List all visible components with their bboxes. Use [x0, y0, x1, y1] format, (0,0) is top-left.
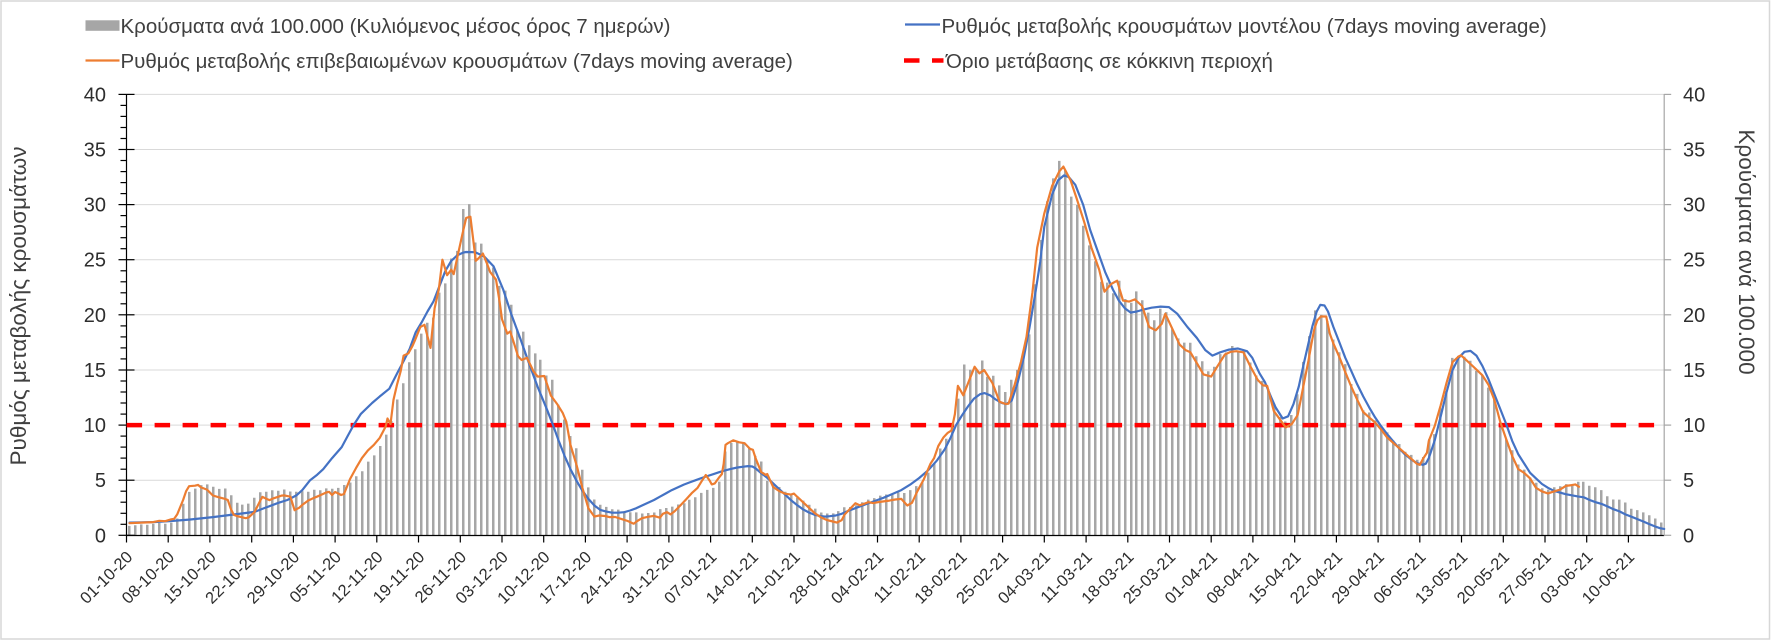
svg-text:5: 5: [1683, 470, 1694, 492]
svg-text:30: 30: [1683, 195, 1705, 217]
svg-text:Κρούσματα ανά 100.000: Κρούσματα ανά 100.000: [1734, 129, 1759, 374]
svg-text:35: 35: [1683, 140, 1705, 162]
svg-text:40: 40: [1683, 84, 1705, 106]
svg-text:Κρούσματα ανά 100.000 (Κυλιόμε: Κρούσματα ανά 100.000 (Κυλιόμενος μέσος …: [121, 15, 671, 38]
svg-text:Όριο μετάβασης σε κόκκινη περι: Όριο μετάβασης σε κόκκινη περιοχή: [945, 50, 1273, 73]
svg-text:20: 20: [84, 305, 106, 327]
svg-text:Ρυθμός μεταβολής επιβεβαιωμένω: Ρυθμός μεταβολής επιβεβαιωμένων κρουσμάτ…: [121, 50, 793, 73]
svg-text:10: 10: [1683, 415, 1705, 437]
svg-text:25: 25: [84, 250, 106, 272]
svg-text:5: 5: [95, 470, 106, 492]
svg-text:20: 20: [1683, 305, 1705, 327]
svg-text:Ρυθμός μεταβολής κρουσμάτων μο: Ρυθμός μεταβολής κρουσμάτων μοντέλου (7d…: [942, 15, 1547, 38]
svg-text:15: 15: [1683, 360, 1705, 382]
svg-text:25: 25: [1683, 250, 1705, 272]
svg-text:Ρυθμός μεταβολής κρουσμάτων: Ρυθμός μεταβολής κρουσμάτων: [6, 147, 31, 466]
svg-text:35: 35: [84, 140, 106, 162]
svg-text:0: 0: [1683, 525, 1694, 547]
svg-text:10: 10: [84, 415, 106, 437]
svg-text:40: 40: [84, 84, 106, 106]
svg-text:0: 0: [95, 525, 106, 547]
svg-text:30: 30: [84, 195, 106, 217]
svg-text:15: 15: [84, 360, 106, 382]
